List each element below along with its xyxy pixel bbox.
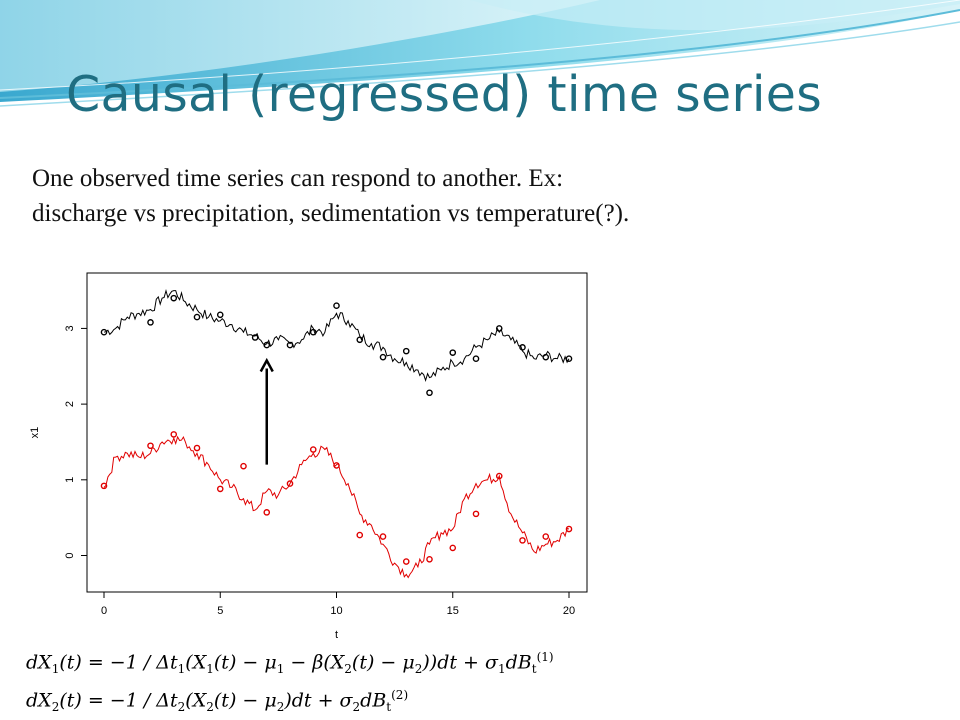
observation-point-black [402, 347, 410, 355]
observation-point-black [333, 302, 340, 310]
observation-point-black [449, 349, 457, 356]
equation-1: dX1(t) = −1 / Δt1(X1(t) − μ1 − β(X2(t) −… [26, 650, 554, 677]
equation-2: dX2(t) = −1 / Δt2(X2(t) − μ2)dt + σ2dBt(… [26, 688, 409, 715]
body-text: One observed time series can respond to … [32, 161, 952, 231]
y-tick-label: 0 [64, 552, 76, 558]
observation-point-black [147, 319, 154, 326]
observation-point-red [216, 485, 224, 493]
observation-point-black [263, 341, 271, 349]
observation-point-red [309, 446, 317, 453]
observation-point-red [379, 533, 387, 540]
slide-title: Causal (regressed) time series [66, 66, 823, 123]
observation-point-red [472, 510, 480, 518]
series-line-black [103, 288, 570, 382]
causal-arrow-head [259, 357, 274, 373]
body-line-2: discharge vs precipitation, sedimentatio… [32, 200, 630, 227]
observation-point-black [251, 334, 259, 341]
observation-point-black [170, 294, 178, 302]
x-tick-label: 10 [330, 605, 342, 617]
observation-point-red [147, 442, 154, 450]
x-tick-label: 20 [563, 605, 575, 617]
plot-svg: 0 5 10 15 20 0 1 2 3 t x1 [29, 272, 588, 641]
observation-point-black [542, 353, 550, 361]
observation-point-black [356, 336, 364, 344]
observation-point-black [472, 355, 480, 362]
observation-point-red [240, 462, 247, 470]
x-tick-label: 15 [447, 605, 459, 617]
observation-point-red [495, 472, 503, 480]
observation-point-red [100, 482, 108, 490]
observation-point-red [286, 480, 294, 487]
observation-point-red [542, 533, 550, 540]
observation-point-red [402, 558, 410, 565]
observation-point-black [495, 325, 503, 332]
x-axis-label: t [335, 629, 338, 641]
observation-point-red [519, 537, 526, 544]
observation-point-black [379, 353, 387, 361]
observation-point-red [170, 431, 178, 438]
observation-point-red [333, 462, 340, 469]
y-tick-label: 3 [64, 325, 76, 331]
observation-point-black [309, 328, 317, 336]
series-line-red [103, 435, 570, 579]
observation-point-red [263, 509, 271, 516]
observation-point-black [100, 328, 108, 336]
observation-point-black [193, 313, 201, 321]
observation-point-red [426, 555, 433, 563]
observation-point-black [426, 389, 433, 397]
y-axis-label: x1 [29, 427, 41, 439]
x-tick-label: 5 [217, 605, 223, 617]
body-line-1: One observed time series can respond to … [32, 165, 564, 192]
time-series-plot: 0 5 10 15 20 0 1 2 3 t x1 [18, 246, 624, 656]
observation-point-red [565, 525, 573, 533]
plot-frame [86, 272, 588, 593]
decorative-banner [0, 0, 960, 107]
y-tick-label: 2 [64, 401, 76, 407]
x-tick-label: 0 [101, 605, 107, 617]
observation-point-black [286, 341, 294, 349]
observation-point-black [519, 344, 526, 351]
observation-point-red [193, 444, 201, 452]
observation-point-red [356, 531, 364, 539]
observation-point-red [449, 544, 457, 552]
observation-point-black [565, 355, 573, 362]
observation-point-black [216, 311, 224, 319]
y-tick-label: 1 [64, 477, 76, 483]
